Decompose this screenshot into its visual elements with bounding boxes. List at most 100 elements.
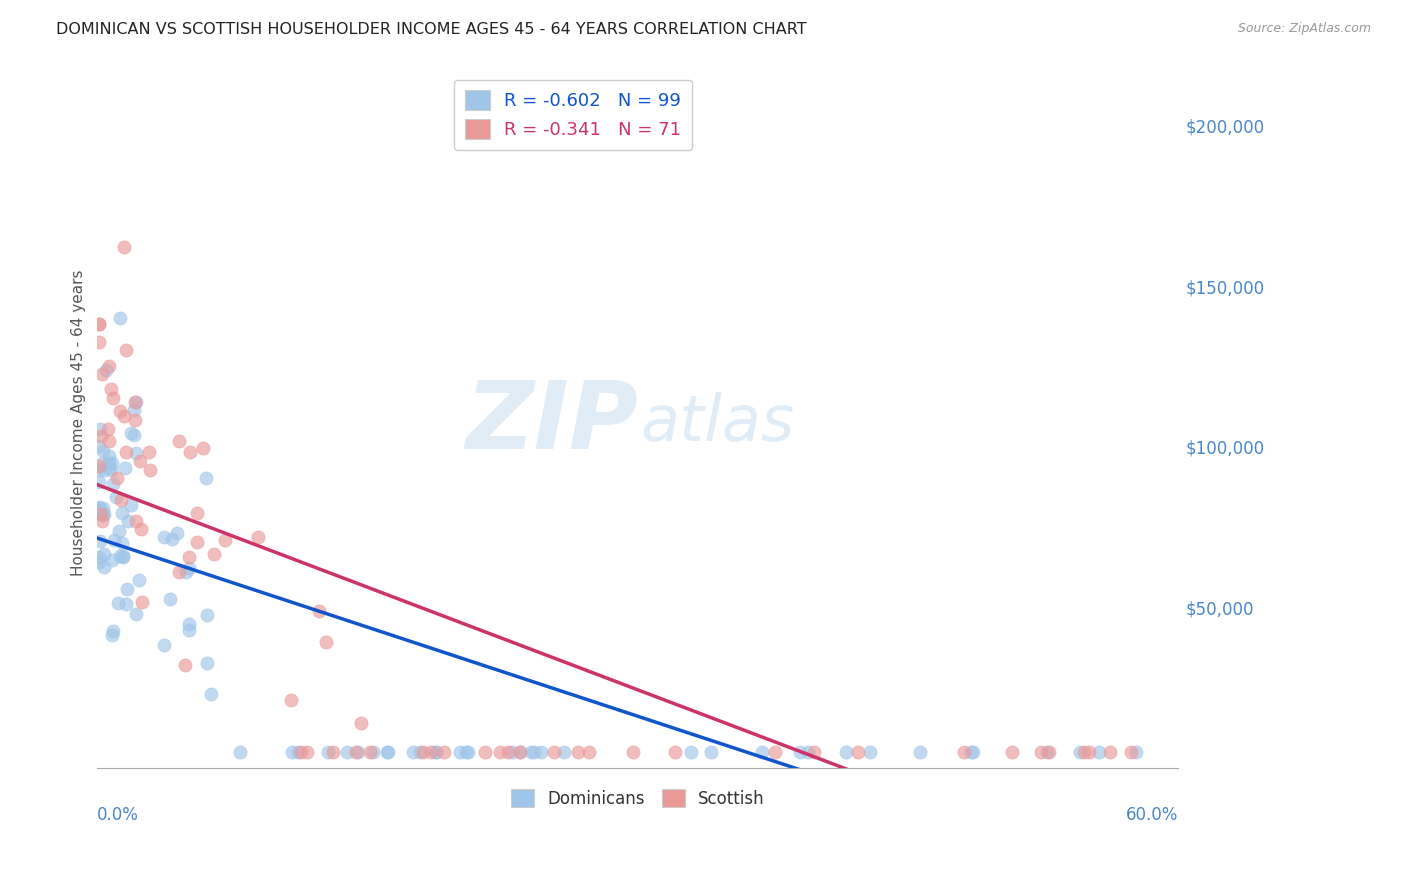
Y-axis label: Householder Income Ages 45 - 64 years: Householder Income Ages 45 - 64 years xyxy=(72,269,86,576)
Point xyxy=(159,591,181,606)
Point xyxy=(115,597,138,611)
Point xyxy=(125,514,148,528)
Point xyxy=(796,745,818,759)
Point xyxy=(789,745,811,759)
Point xyxy=(112,239,135,253)
Point xyxy=(214,533,236,547)
Point xyxy=(316,745,339,759)
Point xyxy=(100,383,122,397)
Point xyxy=(94,363,117,377)
Point xyxy=(167,565,190,579)
Point xyxy=(101,477,124,491)
Point xyxy=(108,549,131,564)
Point xyxy=(111,549,134,564)
Point xyxy=(124,395,146,409)
Point xyxy=(681,745,703,759)
Point xyxy=(139,463,162,477)
Point xyxy=(433,745,456,759)
Point xyxy=(193,441,215,455)
Point xyxy=(1119,745,1142,759)
Point xyxy=(567,745,589,759)
Point xyxy=(122,428,145,442)
Point xyxy=(195,471,218,485)
Point xyxy=(846,745,869,759)
Point xyxy=(281,745,304,759)
Point xyxy=(474,745,496,759)
Point xyxy=(129,454,152,468)
Text: DOMINICAN VS SCOTTISH HOUSEHOLDER INCOME AGES 45 - 64 YEARS CORRELATION CHART: DOMINICAN VS SCOTTISH HOUSEHOLDER INCOME… xyxy=(56,22,807,37)
Point xyxy=(120,425,142,440)
Point xyxy=(93,547,115,561)
Point xyxy=(90,457,112,471)
Point xyxy=(543,745,565,759)
Point xyxy=(125,446,148,460)
Text: Source: ZipAtlas.com: Source: ZipAtlas.com xyxy=(1237,22,1371,36)
Point xyxy=(120,499,142,513)
Point xyxy=(105,471,128,485)
Point xyxy=(308,604,330,618)
Point xyxy=(124,607,146,621)
Point xyxy=(553,745,575,759)
Point xyxy=(167,434,190,449)
Point xyxy=(347,745,370,759)
Point xyxy=(496,745,519,759)
Point xyxy=(89,335,111,350)
Point xyxy=(322,745,344,759)
Point xyxy=(408,745,430,759)
Text: 60.0%: 60.0% xyxy=(1126,805,1178,823)
Point xyxy=(1077,745,1099,759)
Point xyxy=(100,463,122,477)
Point xyxy=(108,310,131,325)
Point xyxy=(509,745,531,759)
Point xyxy=(115,343,138,357)
Point xyxy=(501,745,523,759)
Point xyxy=(344,745,367,759)
Point xyxy=(361,745,384,759)
Point xyxy=(153,638,176,652)
Point xyxy=(186,534,208,549)
Point xyxy=(131,522,153,536)
Point xyxy=(1098,745,1121,759)
Point xyxy=(228,745,250,759)
Point xyxy=(98,456,121,470)
Point xyxy=(111,506,134,520)
Point xyxy=(177,561,200,575)
Point xyxy=(110,493,132,508)
Point xyxy=(1069,745,1091,759)
Point xyxy=(1088,745,1111,759)
Point xyxy=(90,429,112,443)
Point xyxy=(530,745,553,759)
Point xyxy=(93,559,115,574)
Point xyxy=(112,409,135,423)
Point xyxy=(117,514,139,528)
Point xyxy=(89,533,111,548)
Point xyxy=(952,745,974,759)
Point xyxy=(101,553,124,567)
Point xyxy=(177,549,200,564)
Point xyxy=(114,445,136,459)
Point xyxy=(114,460,136,475)
Point xyxy=(89,500,111,515)
Point xyxy=(578,745,600,759)
Point xyxy=(90,508,112,522)
Point xyxy=(350,715,373,730)
Point xyxy=(89,463,111,477)
Point xyxy=(101,456,124,470)
Point xyxy=(115,582,138,596)
Point xyxy=(1125,745,1147,759)
Point xyxy=(111,535,134,549)
Point xyxy=(1038,745,1060,759)
Point xyxy=(104,490,127,504)
Point xyxy=(91,508,114,522)
Text: atlas: atlas xyxy=(640,392,794,453)
Text: 0.0%: 0.0% xyxy=(97,805,139,823)
Point xyxy=(93,507,115,521)
Point xyxy=(89,422,111,436)
Point xyxy=(375,745,398,759)
Point xyxy=(177,624,200,638)
Point xyxy=(131,595,153,609)
Point xyxy=(457,745,479,759)
Point xyxy=(152,530,174,544)
Point xyxy=(103,533,125,548)
Point xyxy=(195,608,218,623)
